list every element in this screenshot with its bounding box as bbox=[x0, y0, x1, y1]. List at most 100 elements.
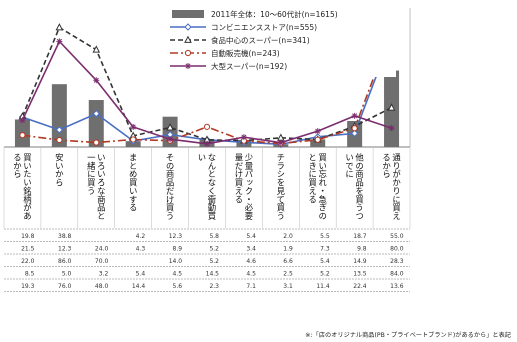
category-label-4-col-0: その商品だけ買う bbox=[165, 153, 175, 220]
point-3-1 bbox=[56, 38, 63, 45]
category-label-5-col-1: い bbox=[197, 153, 207, 161]
legend-marker-3 bbox=[184, 49, 192, 57]
point-3-3 bbox=[130, 123, 137, 130]
table-cell-2-9: 14.9 bbox=[353, 258, 367, 265]
table-cell-0-9: 18.7 bbox=[353, 233, 367, 240]
line-series-2 bbox=[19, 27, 395, 147]
category-label-1-col-0: 安いから bbox=[54, 152, 64, 186]
category-label-6-col-0: 少量パック・必要 bbox=[244, 153, 254, 221]
line-series-3 bbox=[19, 38, 395, 147]
table-cell-3-2: 3.2 bbox=[99, 271, 109, 278]
table-cell-1-10: 80.0 bbox=[390, 246, 404, 253]
legend-label-1: コンビニエンスストア(n=555) bbox=[211, 23, 317, 32]
bar-8 bbox=[310, 139, 326, 147]
table-cell-1-8: 7.3 bbox=[320, 246, 330, 253]
category-label-7: チラシを見て買う bbox=[276, 153, 286, 220]
table-cell-0-6: 5.4 bbox=[246, 233, 256, 240]
legend-marker-4 bbox=[185, 63, 191, 69]
table-cell-1-2: 24.0 bbox=[95, 246, 109, 253]
bar-series bbox=[14, 70, 400, 147]
category-label-9-col-0: 他の商品を買うつ bbox=[355, 152, 365, 220]
table-cell-2-6: 4.6 bbox=[246, 258, 256, 265]
point-3-2 bbox=[93, 77, 100, 84]
point-3-9 bbox=[351, 112, 358, 119]
table-cell-0-0: 19.8 bbox=[21, 233, 35, 240]
point-2-3 bbox=[130, 136, 137, 143]
point-2-0 bbox=[19, 132, 26, 139]
table-cell-2-7: 6.6 bbox=[283, 258, 293, 265]
line-series-group bbox=[18, 23, 396, 149]
bar-1 bbox=[51, 84, 67, 147]
table-cell-3-1: 5.0 bbox=[62, 271, 72, 278]
point-0-9 bbox=[350, 129, 359, 138]
table-cell-4-5: 2.3 bbox=[209, 283, 219, 290]
table-cell-4-6: 7.1 bbox=[246, 283, 256, 290]
point-3-8 bbox=[314, 128, 321, 135]
table-cell-4-7: 3.1 bbox=[283, 283, 293, 290]
category-label-7-col-0: チラシを見て買う bbox=[276, 153, 286, 220]
table-cell-1-5: 5.2 bbox=[209, 246, 219, 253]
table-cell-3-3: 5.4 bbox=[136, 271, 146, 278]
legend-label-0: 2011年全体：10～60代計(n=1615) bbox=[211, 9, 338, 19]
point-1-10 bbox=[387, 103, 396, 111]
point-0-2 bbox=[92, 109, 100, 118]
table-cell-3-10: 84.0 bbox=[390, 271, 404, 278]
category-label-4: その商品だけ買う bbox=[165, 153, 175, 220]
point-2-9 bbox=[351, 125, 358, 132]
table-cell-2-8: 5.4 bbox=[320, 258, 330, 265]
table-cell-0-10: 55.0 bbox=[390, 233, 404, 240]
table-cell-1-7: 1.9 bbox=[283, 246, 293, 253]
point-2-5 bbox=[203, 123, 211, 130]
legend-marker-2 bbox=[184, 35, 192, 43]
table-cell-4-3: 14.4 bbox=[132, 283, 146, 290]
category-label-6-col-1: 量だけ買える bbox=[234, 153, 244, 203]
table-cell-3-6: 4.5 bbox=[246, 271, 256, 278]
category-label-10-col-1: るから bbox=[382, 153, 392, 178]
legend-label-2: 食品中心のスーパー(n=341) bbox=[211, 35, 310, 45]
category-label-10-col-0: 通りがかりに買え bbox=[392, 152, 402, 220]
table-cell-3-7: 2.5 bbox=[283, 271, 293, 278]
category-label-0-col-0: 買いたい銘柄があ bbox=[22, 153, 32, 220]
table-cell-4-0: 19.3 bbox=[21, 283, 35, 290]
table-cell-4-4: 5.6 bbox=[173, 283, 183, 290]
point-3-4 bbox=[167, 136, 174, 143]
table-cell-1-0: 21.5 bbox=[21, 246, 35, 253]
category-label-5-col-0: なんとなく衝動買 bbox=[207, 153, 217, 221]
table-cell-3-0: 8.5 bbox=[25, 271, 35, 278]
table-cell-3-5: 14.5 bbox=[206, 271, 220, 278]
point-2-2 bbox=[93, 139, 100, 146]
table-cell-3-4: 4.5 bbox=[173, 271, 183, 278]
point-3-6 bbox=[240, 134, 247, 141]
table-cell-0-8: 5.5 bbox=[320, 233, 330, 240]
category-label-2-col-0: いろいろな商品と bbox=[96, 153, 106, 220]
category-label-8-col-0: 買い忘れ・急ぎの bbox=[318, 153, 328, 220]
table-cell-1-3: 4.3 bbox=[136, 246, 146, 253]
table-cell-2-10: 28.3 bbox=[390, 258, 404, 265]
legend-marker-1 bbox=[184, 23, 192, 31]
table-cell-4-8: 11.4 bbox=[316, 283, 330, 290]
category-label-8-col-1: ときに買える bbox=[308, 153, 318, 203]
legend: 2011年全体：10～60代計(n=1615) コンビニエンスストア(n=555)… bbox=[160, 5, 396, 77]
table-cell-2-1: 86.0 bbox=[58, 258, 72, 265]
table-cell-4-10: 13.6 bbox=[390, 283, 404, 290]
point-1-2 bbox=[92, 45, 101, 53]
table-cell-0-1: 38.8 bbox=[58, 233, 72, 240]
table-cell-4-2: 48.0 bbox=[95, 283, 109, 290]
table-cell-3-9: 13.5 bbox=[353, 271, 367, 278]
table-cell-0-5: 5.8 bbox=[209, 233, 219, 240]
table-cell-4-1: 76.0 bbox=[58, 283, 72, 290]
footnote: ※:「店のオリジナル商品(PB・プライベートブランド)があるから」と表記 bbox=[305, 331, 511, 339]
table-cell-1-9: 9.8 bbox=[357, 246, 367, 253]
point-3-10 bbox=[388, 125, 395, 132]
table-cell-1-4: 8.9 bbox=[173, 246, 183, 253]
legend-label-3: 自動販売機(n=243) bbox=[211, 48, 280, 58]
table-cell-0-7: 2.0 bbox=[283, 233, 293, 240]
category-label-0-col-1: るから bbox=[12, 153, 22, 178]
table-cell-4-9: 22.4 bbox=[353, 283, 367, 290]
point-1-4 bbox=[166, 123, 174, 131]
legend-label-4: 大型スーパー(n=192) bbox=[211, 61, 287, 71]
